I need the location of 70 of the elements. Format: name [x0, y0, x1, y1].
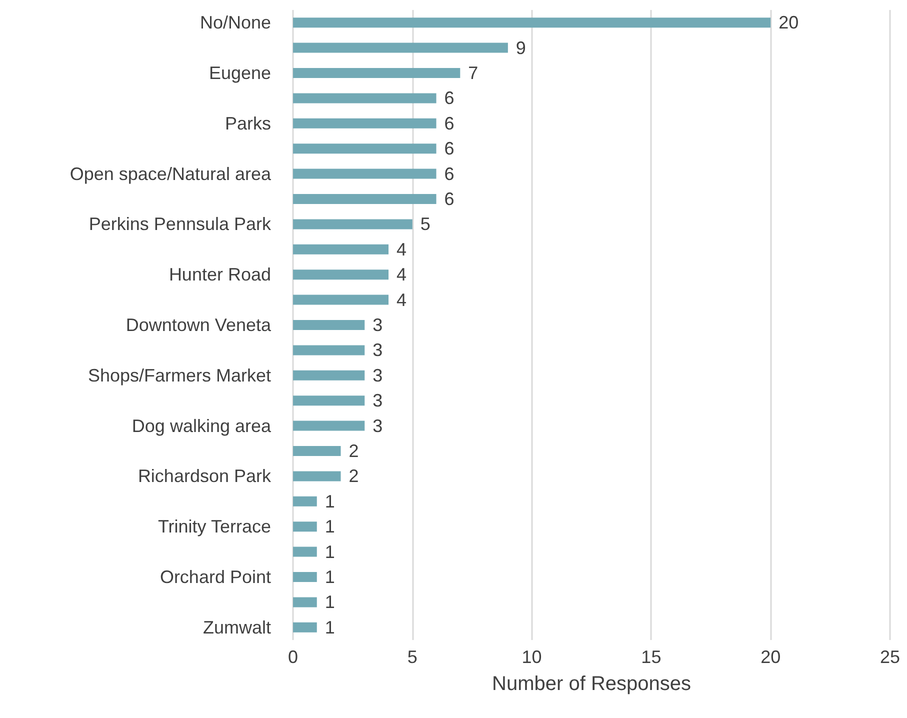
bar	[293, 546, 317, 557]
bar	[293, 420, 365, 431]
bar	[293, 18, 771, 28]
data-label: 6	[444, 88, 454, 108]
y-tick-label: Zumwalt	[202, 617, 271, 638]
y-tick-label: Eugene	[208, 63, 271, 83]
y-tick-label: Trinity Terrace	[158, 516, 271, 537]
x-tick-label: 20	[760, 647, 781, 667]
y-tick-label: Richardson Park	[138, 466, 272, 486]
bar	[293, 270, 389, 280]
data-label: 9	[516, 38, 526, 58]
data-label: 1	[324, 592, 335, 612]
bar	[293, 118, 436, 128]
y-tick-label: Perkins Pennsula Park	[88, 214, 272, 234]
data-label: 5	[420, 214, 430, 234]
bar	[293, 572, 317, 582]
y-tick-label: Open space/Natural area	[70, 164, 272, 184]
data-label: 1	[324, 516, 335, 537]
data-label: 6	[444, 138, 454, 159]
y-tick-label: Hunter Road	[168, 264, 271, 285]
data-label: 20	[778, 12, 799, 33]
bar	[293, 42, 508, 53]
bar	[293, 219, 412, 230]
data-label: 4	[396, 239, 407, 260]
bar	[293, 446, 341, 456]
bar	[293, 244, 389, 254]
x-tick-label: 5	[407, 647, 418, 667]
data-label: 3	[372, 365, 383, 386]
data-label: 7	[468, 63, 478, 83]
data-label: 3	[372, 390, 383, 411]
bar	[293, 370, 365, 380]
data-label: 2	[348, 441, 359, 461]
y-tick-label: Dog walking area	[132, 416, 272, 436]
y-tick-label: Parks	[224, 113, 271, 134]
y-tick-label: Orchard Point	[160, 567, 271, 587]
data-label: 1	[324, 617, 335, 638]
x-tick-label: 25	[880, 647, 900, 667]
data-label: 6	[444, 164, 454, 184]
bar	[293, 68, 460, 78]
x-tick-label: 10	[522, 647, 542, 667]
y-tick-label: Shops/Farmers Market	[88, 365, 271, 386]
bar	[293, 496, 317, 506]
data-label: 6	[444, 189, 454, 209]
data-label: 1	[324, 542, 335, 562]
bar	[293, 144, 436, 154]
bar	[293, 294, 389, 305]
bar	[293, 396, 365, 406]
data-label: 1	[324, 567, 335, 587]
bar	[293, 622, 317, 632]
bar	[293, 168, 436, 179]
bar	[293, 471, 341, 482]
bar	[293, 93, 436, 104]
data-label: 4	[396, 264, 407, 285]
data-label: 2	[348, 466, 359, 486]
x-tick-label: 0	[288, 647, 298, 667]
bar	[293, 345, 365, 356]
y-tick-label: Downtown Veneta	[126, 315, 272, 335]
y-tick-label: No/None	[200, 12, 271, 33]
bar	[293, 597, 317, 608]
data-label: 4	[396, 290, 407, 310]
data-label: 1	[324, 491, 335, 512]
bar	[293, 320, 365, 330]
bar	[293, 194, 436, 204]
data-label: 3	[372, 315, 383, 335]
x-axis-title: Number of Responses	[492, 673, 691, 695]
bar	[293, 522, 317, 532]
x-tick-label: 15	[641, 647, 662, 667]
data-label: 3	[372, 416, 383, 436]
data-label: 3	[372, 340, 383, 360]
data-label: 6	[444, 113, 454, 134]
